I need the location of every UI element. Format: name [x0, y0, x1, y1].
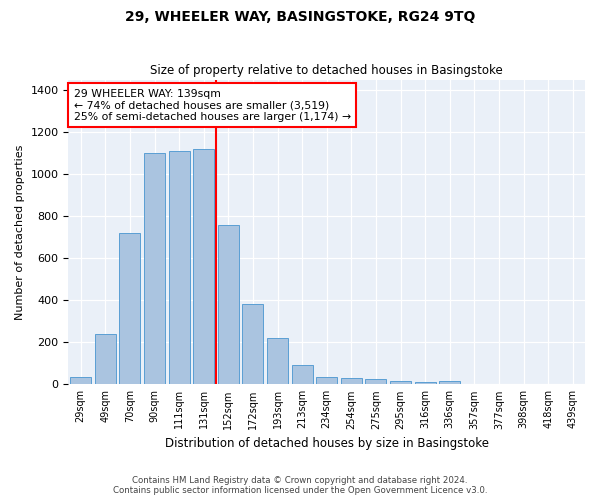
- Bar: [193, 149, 214, 384]
- Bar: [70, 377, 91, 384]
- Bar: [390, 381, 411, 384]
- Bar: [218, 224, 239, 384]
- Bar: [242, 304, 263, 384]
- Bar: [119, 233, 140, 384]
- Y-axis label: Number of detached properties: Number of detached properties: [15, 144, 25, 320]
- Title: Size of property relative to detached houses in Basingstoke: Size of property relative to detached ho…: [151, 64, 503, 77]
- Text: 29, WHEELER WAY, BASINGSTOKE, RG24 9TQ: 29, WHEELER WAY, BASINGSTOKE, RG24 9TQ: [125, 10, 475, 24]
- Bar: [292, 366, 313, 384]
- Bar: [316, 377, 337, 384]
- Bar: [341, 378, 362, 384]
- Bar: [95, 334, 116, 384]
- Bar: [365, 379, 386, 384]
- Bar: [267, 338, 288, 384]
- Text: 29 WHEELER WAY: 139sqm
← 74% of detached houses are smaller (3,519)
25% of semi-: 29 WHEELER WAY: 139sqm ← 74% of detached…: [74, 88, 350, 122]
- X-axis label: Distribution of detached houses by size in Basingstoke: Distribution of detached houses by size …: [165, 437, 489, 450]
- Text: Contains HM Land Registry data © Crown copyright and database right 2024.
Contai: Contains HM Land Registry data © Crown c…: [113, 476, 487, 495]
- Bar: [415, 382, 436, 384]
- Bar: [144, 153, 165, 384]
- Bar: [439, 381, 460, 384]
- Bar: [169, 151, 190, 384]
